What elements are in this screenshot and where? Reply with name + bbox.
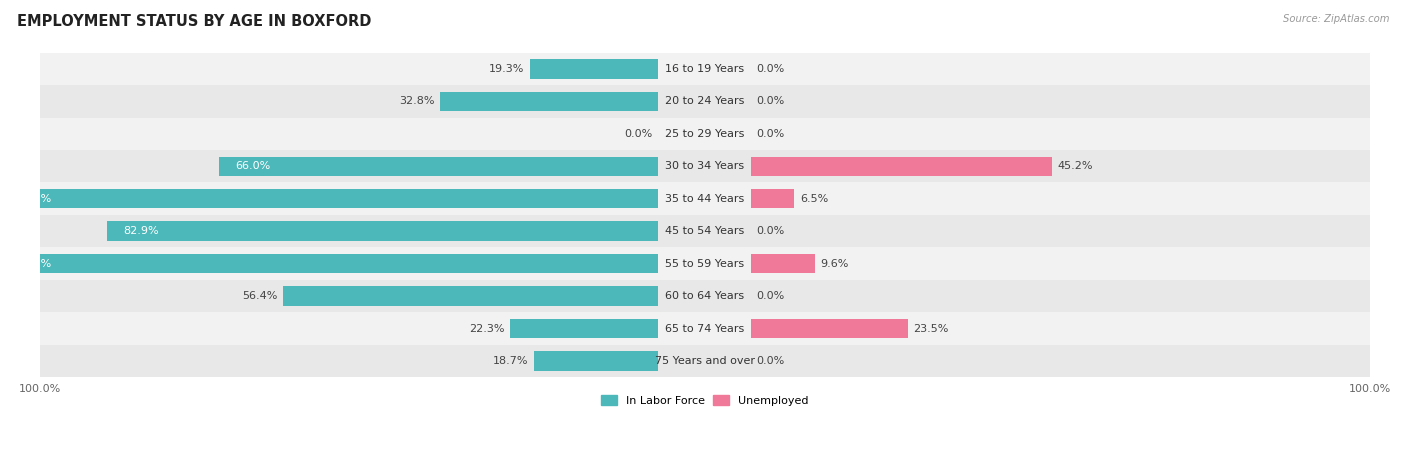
Bar bbox=[751, 319, 908, 338]
Bar bbox=[440, 92, 658, 111]
Text: 66.0%: 66.0% bbox=[236, 161, 271, 171]
Text: 35 to 44 Years: 35 to 44 Years bbox=[665, 194, 744, 204]
Bar bbox=[0, 254, 658, 274]
Bar bbox=[39, 85, 1369, 117]
Bar bbox=[219, 157, 658, 176]
Bar bbox=[751, 189, 794, 208]
Text: 20 to 24 Years: 20 to 24 Years bbox=[665, 96, 744, 106]
Text: 0.0%: 0.0% bbox=[756, 291, 785, 301]
Text: 0.0%: 0.0% bbox=[756, 96, 785, 106]
Text: 16 to 19 Years: 16 to 19 Years bbox=[665, 64, 744, 74]
Text: 45 to 54 Years: 45 to 54 Years bbox=[665, 226, 744, 236]
Bar bbox=[39, 280, 1369, 312]
Text: 9.6%: 9.6% bbox=[821, 259, 849, 269]
Legend: In Labor Force, Unemployed: In Labor Force, Unemployed bbox=[600, 396, 808, 406]
Bar bbox=[39, 183, 1369, 215]
Text: 100.0%: 100.0% bbox=[10, 259, 52, 269]
Text: 60 to 64 Years: 60 to 64 Years bbox=[665, 291, 744, 301]
Text: 75 Years and over: 75 Years and over bbox=[655, 356, 755, 366]
Bar bbox=[107, 221, 658, 241]
Text: 100.0%: 100.0% bbox=[10, 194, 52, 204]
Text: 0.0%: 0.0% bbox=[756, 356, 785, 366]
Bar bbox=[530, 59, 658, 79]
Text: 30 to 34 Years: 30 to 34 Years bbox=[665, 161, 744, 171]
Text: 6.5%: 6.5% bbox=[800, 194, 828, 204]
Text: Source: ZipAtlas.com: Source: ZipAtlas.com bbox=[1282, 14, 1389, 23]
Bar bbox=[534, 351, 658, 371]
Text: 82.9%: 82.9% bbox=[124, 226, 159, 236]
Text: 23.5%: 23.5% bbox=[912, 324, 948, 333]
Text: 0.0%: 0.0% bbox=[756, 226, 785, 236]
Bar bbox=[751, 254, 815, 274]
Bar bbox=[39, 117, 1369, 150]
Bar bbox=[751, 157, 1052, 176]
Text: 45.2%: 45.2% bbox=[1057, 161, 1092, 171]
Bar bbox=[39, 150, 1369, 183]
Bar bbox=[39, 345, 1369, 377]
Bar bbox=[39, 312, 1369, 345]
Text: 32.8%: 32.8% bbox=[399, 96, 434, 106]
Text: 18.7%: 18.7% bbox=[494, 356, 529, 366]
Bar bbox=[510, 319, 658, 338]
Text: 0.0%: 0.0% bbox=[624, 129, 652, 139]
Text: 25 to 29 Years: 25 to 29 Years bbox=[665, 129, 744, 139]
Bar bbox=[0, 189, 658, 208]
Bar bbox=[39, 248, 1369, 280]
Text: 19.3%: 19.3% bbox=[489, 64, 524, 74]
Text: EMPLOYMENT STATUS BY AGE IN BOXFORD: EMPLOYMENT STATUS BY AGE IN BOXFORD bbox=[17, 14, 371, 28]
Bar bbox=[39, 215, 1369, 248]
Bar bbox=[39, 53, 1369, 85]
Text: 56.4%: 56.4% bbox=[242, 291, 277, 301]
Text: 0.0%: 0.0% bbox=[756, 64, 785, 74]
Bar bbox=[283, 286, 658, 306]
Text: 22.3%: 22.3% bbox=[470, 324, 505, 333]
Text: 55 to 59 Years: 55 to 59 Years bbox=[665, 259, 744, 269]
Text: 65 to 74 Years: 65 to 74 Years bbox=[665, 324, 744, 333]
Text: 0.0%: 0.0% bbox=[756, 129, 785, 139]
